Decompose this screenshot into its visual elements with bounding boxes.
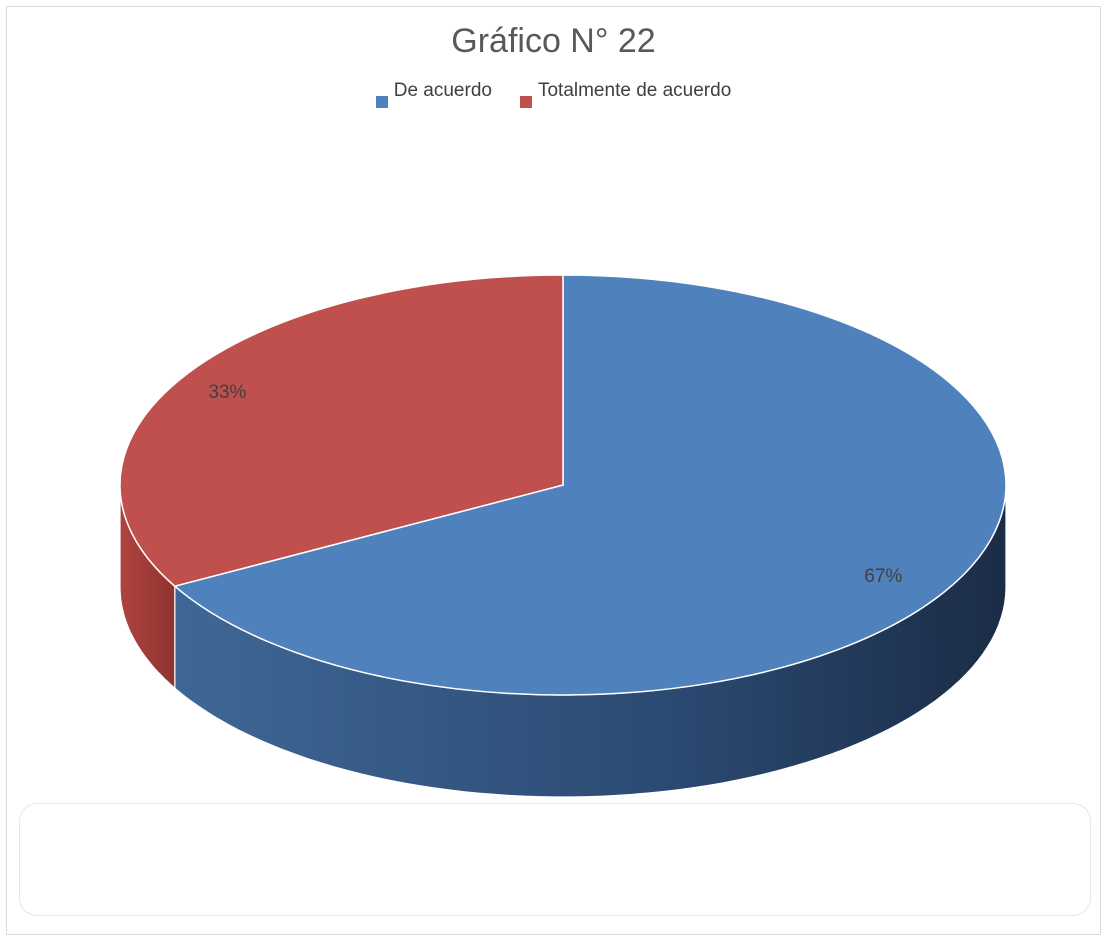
legend-swatch-blue xyxy=(375,96,388,108)
pie-slice-totalmente-de-acuerdo[interactable] xyxy=(119,274,564,588)
legend-item-de-acuerdo[interactable]: De acuerdo xyxy=(375,80,492,110)
legend: De acuerdo Totalmente de acuerdo xyxy=(0,80,1107,110)
legend-label: Totalmente de acuerdo xyxy=(537,80,732,101)
data-label-totalmente-de-acuerdo: 33% xyxy=(208,382,246,403)
legend-swatch-red xyxy=(519,96,532,108)
data-label-de-acuerdo: 67% xyxy=(864,566,902,587)
pie-slice-de-acuerdo[interactable] xyxy=(173,274,1007,696)
legend-label: De acuerdo xyxy=(393,80,492,101)
pie-tops xyxy=(119,274,1007,696)
note-box xyxy=(19,803,1091,916)
legend-item-totalmente-de-acuerdo[interactable]: Totalmente de acuerdo xyxy=(519,80,731,110)
chart-title: Gráfico N° 22 xyxy=(451,22,656,60)
pie-labels: 67% 33% xyxy=(208,382,902,587)
